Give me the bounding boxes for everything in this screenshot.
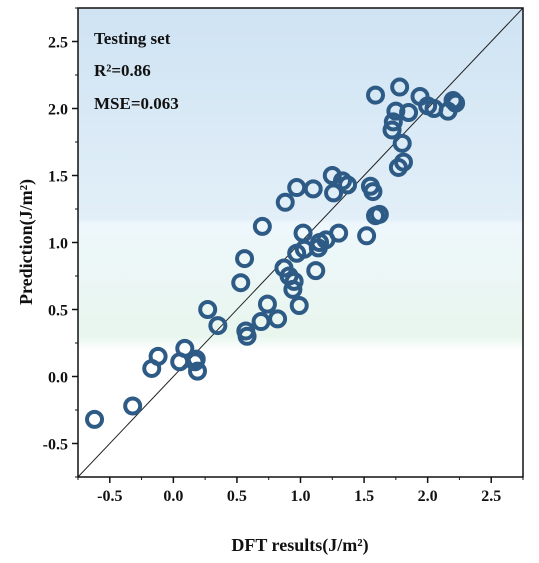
data-point [324, 183, 344, 203]
data-point [329, 223, 349, 243]
x-tick-label: -0.5 [97, 488, 122, 505]
data-point [386, 101, 406, 121]
y-tick-label: -0.5 [43, 437, 68, 454]
data-point [392, 133, 412, 153]
data-point [303, 179, 323, 199]
data-point [148, 346, 168, 366]
x-tick-label: 0.0 [163, 488, 183, 505]
data-point [399, 103, 419, 123]
y-tick-label: 1.5 [48, 169, 68, 186]
data-point [390, 77, 410, 97]
x-tick-label: 2.5 [481, 488, 501, 505]
data-point [208, 316, 228, 336]
data-point [257, 294, 277, 314]
y-axis-title: Prediction(J/m²) [16, 179, 37, 305]
data-point [252, 216, 272, 236]
y-tick-label: 0.5 [48, 303, 68, 320]
data-point [369, 204, 389, 224]
data-point [357, 226, 377, 246]
y-tick-label: 1.0 [48, 236, 68, 253]
y-tick-label: 2.0 [48, 102, 68, 119]
data-point [382, 120, 402, 140]
data-point [175, 338, 195, 358]
data-point [186, 349, 206, 369]
data-point [275, 192, 295, 212]
data-point [123, 396, 143, 416]
data-point [338, 175, 358, 195]
data-point [306, 261, 326, 281]
data-point [284, 271, 304, 291]
x-tick-label: 0.5 [227, 488, 247, 505]
data-point [383, 112, 403, 132]
x-tick-label: 2.0 [418, 488, 438, 505]
x-tick-label: 1.5 [354, 488, 374, 505]
x-axis-title: DFT results(J/m²) [231, 535, 368, 556]
data-point [231, 273, 251, 293]
annotation-r2: R²=0.86 [94, 61, 151, 80]
annotation-set-label: Testing set [94, 29, 171, 48]
data-point [393, 152, 413, 172]
data-point [237, 326, 257, 346]
data-point [235, 249, 255, 269]
data-point [283, 279, 303, 299]
data-point [446, 93, 466, 113]
data-point [188, 361, 208, 381]
data-point [268, 309, 288, 329]
annotation-mse: MSE=0.063 [94, 94, 179, 113]
y-tick-label: 0.0 [48, 370, 68, 387]
y-tick-label: 2.5 [48, 35, 68, 52]
data-point [198, 300, 218, 319]
data-point [363, 182, 383, 202]
data-point [85, 409, 105, 429]
data-point [366, 85, 386, 105]
x-tick-label: 1.0 [291, 488, 311, 505]
data-point [289, 295, 309, 315]
